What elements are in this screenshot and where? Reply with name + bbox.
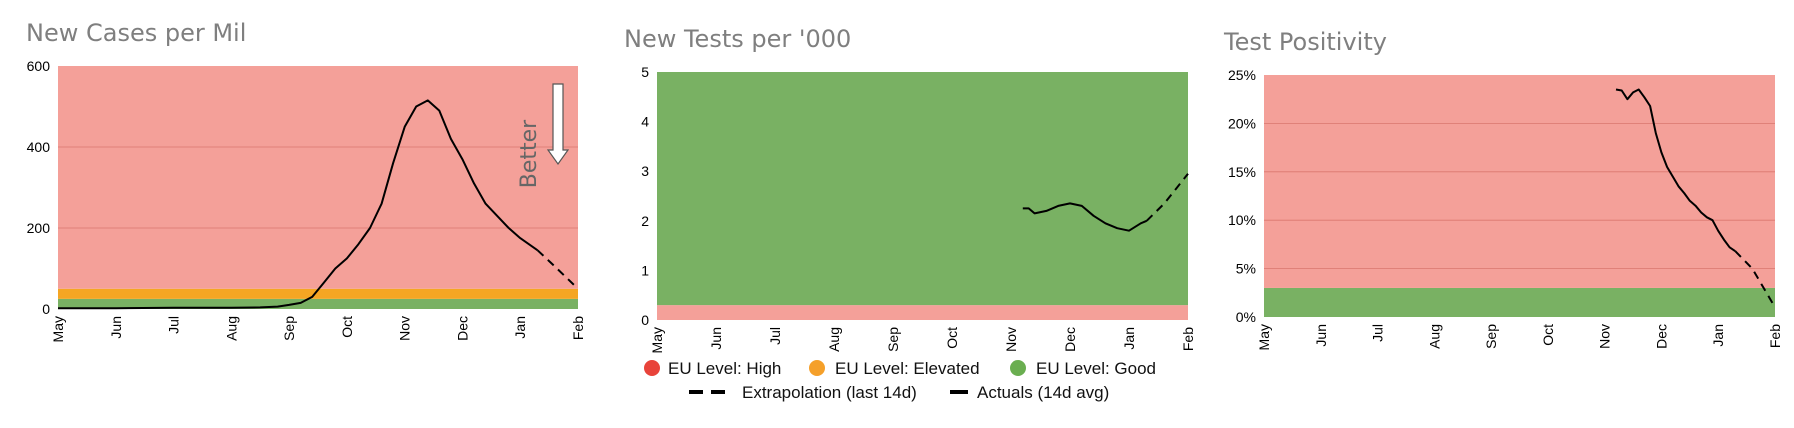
band-good — [58, 298, 578, 309]
y-tick-label: 2 — [641, 213, 649, 229]
y-tick-label: 0 — [42, 301, 50, 317]
x-tick-label: Sep — [1483, 324, 1499, 349]
chart-title: New Tests per '000 — [624, 25, 851, 53]
legend: EU Level: High EU Level: Elevated EU Lev… — [644, 359, 1156, 402]
y-tick-label: 10% — [1228, 212, 1256, 228]
band-good — [657, 72, 1188, 306]
x-tick-label: Aug — [1426, 324, 1442, 349]
x-tick-label: Dec — [1062, 327, 1078, 352]
x-tick-label: Jan — [1710, 324, 1726, 347]
chart-title: Test Positivity — [1223, 28, 1387, 56]
legend-extrapolation-label: Extrapolation (last 14d) — [742, 383, 917, 402]
y-tick-label: 20% — [1228, 115, 1256, 131]
x-tick-label: Dec — [454, 316, 470, 341]
x-tick-label: May — [50, 316, 66, 342]
x-tick-label: Feb — [1767, 324, 1783, 348]
chart-panel-1: New Cases per Mil 0 200 400 600 May Jun Jul Aug S… — [26, 19, 586, 342]
x-tick-label: Jan — [512, 316, 528, 339]
x-tick-label: Oct — [339, 316, 355, 338]
band-elevated — [58, 288, 578, 299]
actuals-line — [1022, 202, 1148, 232]
x-tick-label: Jun — [708, 327, 724, 350]
x-tick-label: Feb — [1180, 327, 1196, 351]
x-tick-label: Aug — [826, 327, 842, 352]
x-tick-label: Jun — [1313, 324, 1329, 347]
legend-elevated-marker — [809, 360, 825, 376]
legend-good-marker — [1010, 360, 1026, 376]
x-tick-label: Oct — [1540, 324, 1556, 346]
band-high — [58, 66, 578, 289]
y-tick-label: 5 — [641, 64, 649, 80]
y-tick-label: 4 — [641, 114, 649, 130]
x-tick-label: Aug — [223, 316, 239, 341]
x-tick-label: Oct — [944, 327, 960, 349]
y-tick-label: 0% — [1236, 309, 1256, 325]
x-tick-label: Jul — [767, 327, 783, 345]
chart-panel-2: New Tests per '000 0 1 2 3 4 5 May Jun Jul Aug Sep O… — [624, 25, 1196, 353]
x-tick-label: Jun — [108, 316, 124, 339]
x-tick-label: Sep — [281, 316, 297, 341]
y-tick-label: 3 — [641, 163, 649, 179]
x-tick-label: Nov — [1597, 324, 1613, 349]
chart-panel-3: Test Positivity 0% 5% 10% 15% 20% 25% May Jun Jul… — [1223, 28, 1783, 350]
y-tick-label: 0 — [641, 312, 649, 328]
band-high — [1264, 75, 1775, 288]
x-tick-label: Jul — [166, 316, 182, 334]
x-tick-label: Nov — [397, 316, 413, 341]
y-tick-label: 600 — [27, 58, 51, 74]
y-tick-label: 5% — [1236, 261, 1256, 277]
y-tick-label: 25% — [1228, 67, 1256, 83]
y-tick-label: 200 — [27, 220, 51, 236]
extrapolation-line — [536, 249, 579, 290]
y-tick-label: 400 — [27, 139, 51, 155]
x-tick-label: May — [649, 327, 665, 353]
x-tick-label: Nov — [1003, 327, 1019, 352]
legend-elevated-label: EU Level: Elevated — [835, 359, 980, 378]
legend-high-label: EU Level: High — [668, 359, 781, 378]
band-high — [657, 305, 1188, 320]
x-tick-label: Jul — [1370, 324, 1386, 342]
band-good — [1264, 287, 1775, 317]
better-annotation: Better — [517, 119, 542, 188]
actuals-line — [58, 99, 539, 310]
x-tick-label: Jan — [1121, 327, 1137, 350]
x-tick-label: Dec — [1653, 324, 1669, 349]
legend-good-label: EU Level: Good — [1036, 359, 1156, 378]
x-tick-label: Sep — [885, 327, 901, 352]
x-tick-label: May — [1256, 324, 1272, 350]
legend-high-marker — [644, 360, 660, 376]
y-tick-label: 15% — [1228, 164, 1256, 180]
actuals-line — [1615, 88, 1736, 253]
y-tick-label: 1 — [641, 262, 649, 278]
down-arrow-icon — [546, 83, 570, 166]
legend-actuals-label: Actuals (14d avg) — [977, 383, 1109, 402]
chart-title: New Cases per Mil — [26, 19, 246, 47]
x-tick-label: Feb — [570, 316, 586, 340]
